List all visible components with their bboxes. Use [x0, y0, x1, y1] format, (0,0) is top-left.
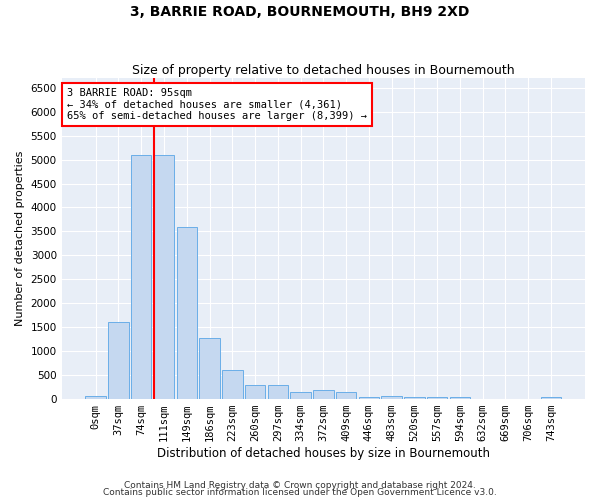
Title: Size of property relative to detached houses in Bournemouth: Size of property relative to detached ho… [132, 64, 515, 77]
Bar [85, 396, 106, 399]
Bar [131, 155, 151, 399]
Bar [268, 384, 288, 399]
Bar [382, 396, 402, 399]
Y-axis label: Number of detached properties: Number of detached properties [15, 151, 25, 326]
Bar [313, 390, 334, 399]
Text: Contains HM Land Registry data © Crown copyright and database right 2024.: Contains HM Land Registry data © Crown c… [124, 480, 476, 490]
Text: Contains public sector information licensed under the Open Government Licence v3: Contains public sector information licen… [103, 488, 497, 497]
Bar [359, 396, 379, 399]
Bar [154, 155, 174, 399]
Bar [199, 338, 220, 399]
Bar [222, 370, 242, 399]
Bar [290, 392, 311, 399]
Bar [108, 322, 129, 399]
Bar [404, 396, 425, 399]
Bar [245, 384, 265, 399]
Bar [541, 396, 561, 399]
Bar [449, 396, 470, 399]
Text: 3, BARRIE ROAD, BOURNEMOUTH, BH9 2XD: 3, BARRIE ROAD, BOURNEMOUTH, BH9 2XD [130, 5, 470, 19]
Bar [176, 226, 197, 399]
Bar [427, 396, 448, 399]
X-axis label: Distribution of detached houses by size in Bournemouth: Distribution of detached houses by size … [157, 447, 490, 460]
Text: 3 BARRIE ROAD: 95sqm
← 34% of detached houses are smaller (4,361)
65% of semi-de: 3 BARRIE ROAD: 95sqm ← 34% of detached h… [67, 88, 367, 121]
Bar [336, 392, 356, 399]
